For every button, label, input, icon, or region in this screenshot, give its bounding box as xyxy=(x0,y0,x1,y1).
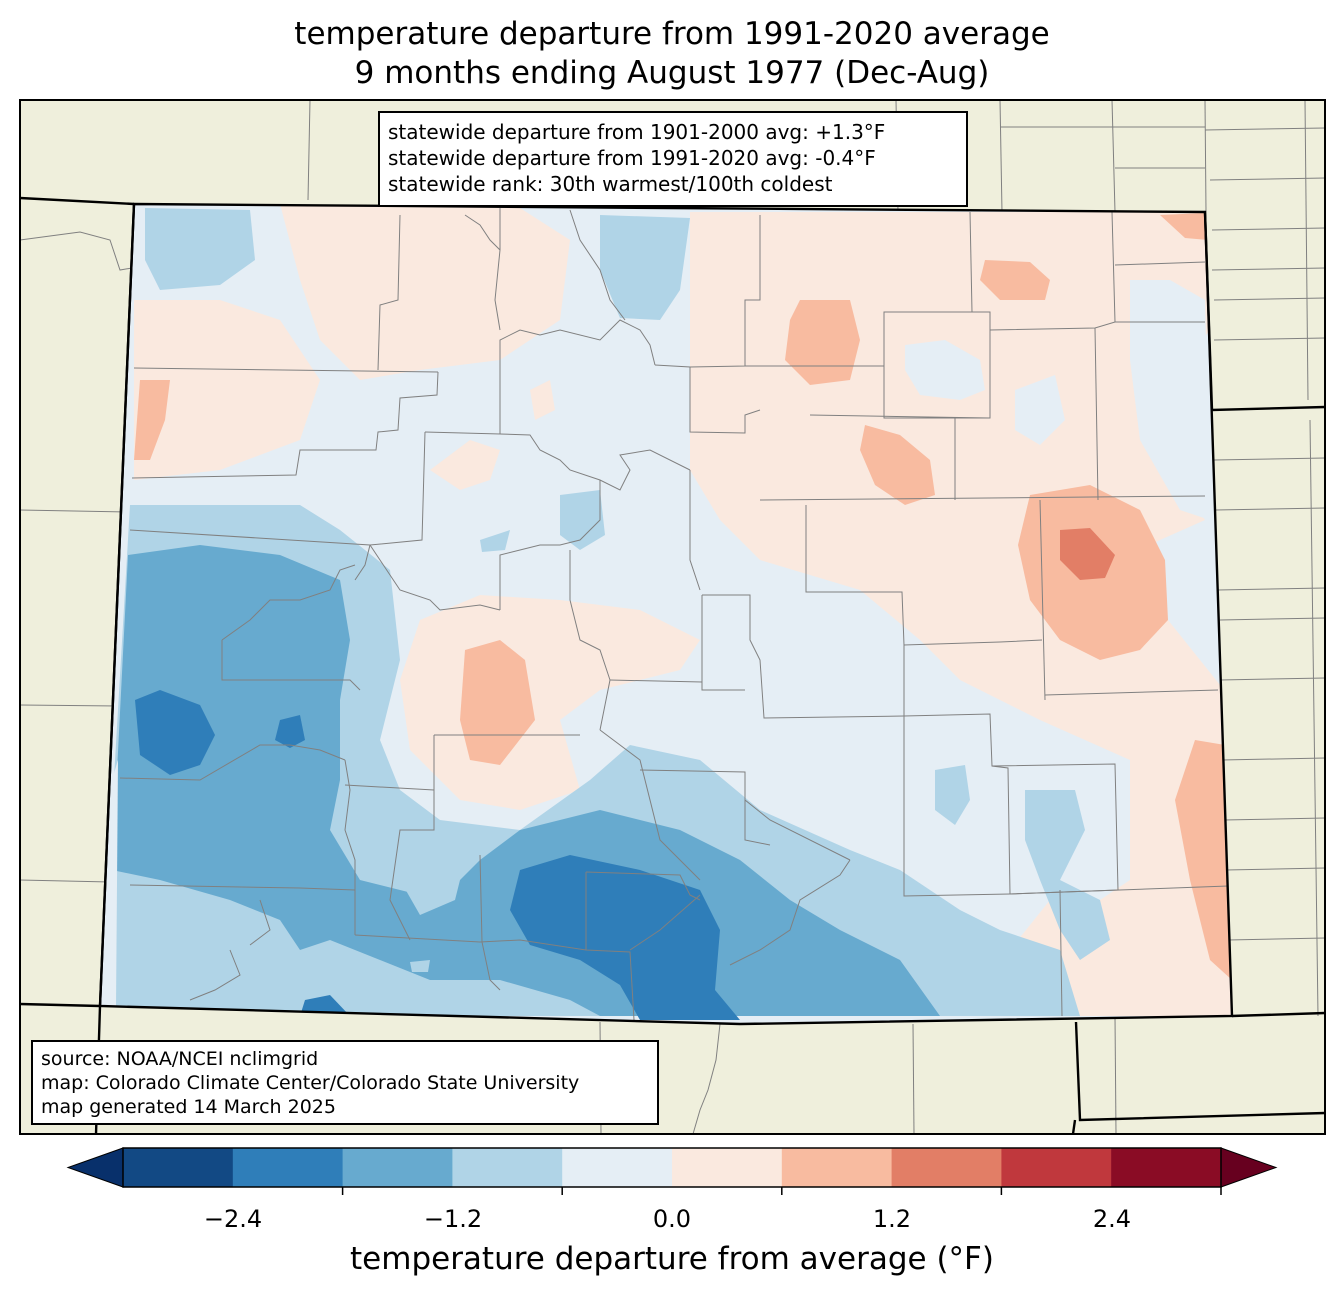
cold-area-west-small xyxy=(275,715,305,748)
colorbar xyxy=(66,1147,1278,1195)
cool-patch-east-edge xyxy=(1130,280,1210,520)
cold-area-south-small xyxy=(300,995,350,1016)
warm-mid-corner xyxy=(1160,213,1208,240)
statewide-stats-box: statewide departure from 1901-2000 avg: … xyxy=(378,111,968,207)
colorbar-bin xyxy=(1111,1148,1222,1187)
stats-line-2: statewide departure from 1991-2020 avg: … xyxy=(388,146,876,170)
light-band-south-central xyxy=(400,835,470,915)
warm-mid-north xyxy=(785,300,860,385)
warm-mid-northeast xyxy=(980,260,1050,300)
contour-minus-2-4-to-minus-1-8 xyxy=(135,690,740,1020)
colorbar-label: temperature departure from average (°F) xyxy=(350,1241,994,1277)
colorbar-bin xyxy=(452,1148,563,1187)
colorbar-extend-low xyxy=(66,1147,124,1188)
cold-area-west xyxy=(135,690,215,775)
cool-area-southwest-core xyxy=(112,545,940,1016)
colorbar-bin xyxy=(1001,1148,1112,1187)
colorbar-tick-label: 1.2 xyxy=(872,1205,912,1233)
map-title-line-1: temperature departure from 1991-2020 ave… xyxy=(294,16,1050,52)
kansas-oklahoma-border xyxy=(1231,1011,1326,1018)
warm-area-small xyxy=(530,380,555,420)
source-info-box: source: NOAA/NCEI nclimgrid map: Colorad… xyxy=(31,1040,659,1125)
colorado-temperature-field xyxy=(100,204,1232,1024)
stats-line-1: statewide departure from 1901-2000 avg: … xyxy=(388,120,886,144)
warm-mid-central xyxy=(460,640,535,765)
colorado-county-lines xyxy=(119,208,1229,1021)
cool-area-central xyxy=(560,490,605,550)
map-frame xyxy=(19,99,1326,1135)
cool-area-southeast xyxy=(1025,790,1110,960)
source-line-3: map generated 14 March 2025 xyxy=(41,1096,336,1118)
colorbar-bin xyxy=(232,1148,344,1187)
colorbar-outline xyxy=(122,1147,1222,1188)
map-title-line-2: 9 months ending August 1977 (Dec-Aug) xyxy=(354,55,990,91)
colorbar-extend-high xyxy=(1220,1147,1278,1188)
colorbar-bin xyxy=(342,1148,453,1187)
cool-area-far-northwest xyxy=(145,208,255,290)
colorbar-bin xyxy=(781,1148,893,1187)
colorbar-bin xyxy=(672,1148,783,1187)
contour-inner-light-bands xyxy=(110,835,470,975)
contour-minus-1-8-to-minus-1-2 xyxy=(112,545,940,1016)
colorbar-tick-label: 0.0 xyxy=(652,1205,692,1233)
colorbar-tick-label: 2.4 xyxy=(1092,1205,1132,1233)
texas-border xyxy=(1071,1119,1077,1135)
warm-mid-southeast-edge xyxy=(1175,740,1232,980)
warm-area-northwest xyxy=(134,300,320,480)
cold-area-south xyxy=(510,855,740,1020)
warm-area-central-north xyxy=(430,440,500,490)
cool-patch-northeast-2 xyxy=(1015,375,1065,445)
colorbar-tick-label: −2.4 xyxy=(203,1205,263,1233)
light-band-southwest xyxy=(110,885,260,975)
light-band-speck xyxy=(410,960,430,972)
map-panel xyxy=(19,99,1326,1135)
arizona-border xyxy=(19,1002,101,1008)
nebraska-border xyxy=(1203,211,1326,412)
stats-line-3: statewide rank: 30th warmest/100th colde… xyxy=(388,172,833,196)
source-line-1: source: NOAA/NCEI nclimgrid xyxy=(41,1048,319,1070)
cool-patch-northeast-1 xyxy=(905,340,985,400)
warm-mid-northwest xyxy=(134,380,170,460)
contour-cool-patches-northeast xyxy=(835,280,1210,595)
colorbar-tick-label: −1.2 xyxy=(423,1205,483,1233)
colorbar-bin xyxy=(891,1148,1002,1187)
cool-area-north-central xyxy=(600,215,690,320)
warm-mid-northeast-plains xyxy=(860,425,935,505)
oklahoma-panhandle-border xyxy=(1074,1021,1326,1122)
colorbar-bin xyxy=(562,1148,673,1187)
warm-high-east xyxy=(1060,528,1115,580)
cool-area-central-small xyxy=(480,530,510,552)
utah-wyoming-border xyxy=(19,196,135,206)
colorbar-bin xyxy=(123,1148,234,1187)
cool-area-southeast-small xyxy=(935,765,970,825)
source-line-2: map: Colorado Climate Center/Colorado St… xyxy=(41,1072,580,1094)
contour-1-2-to-1-8 xyxy=(1060,528,1115,580)
